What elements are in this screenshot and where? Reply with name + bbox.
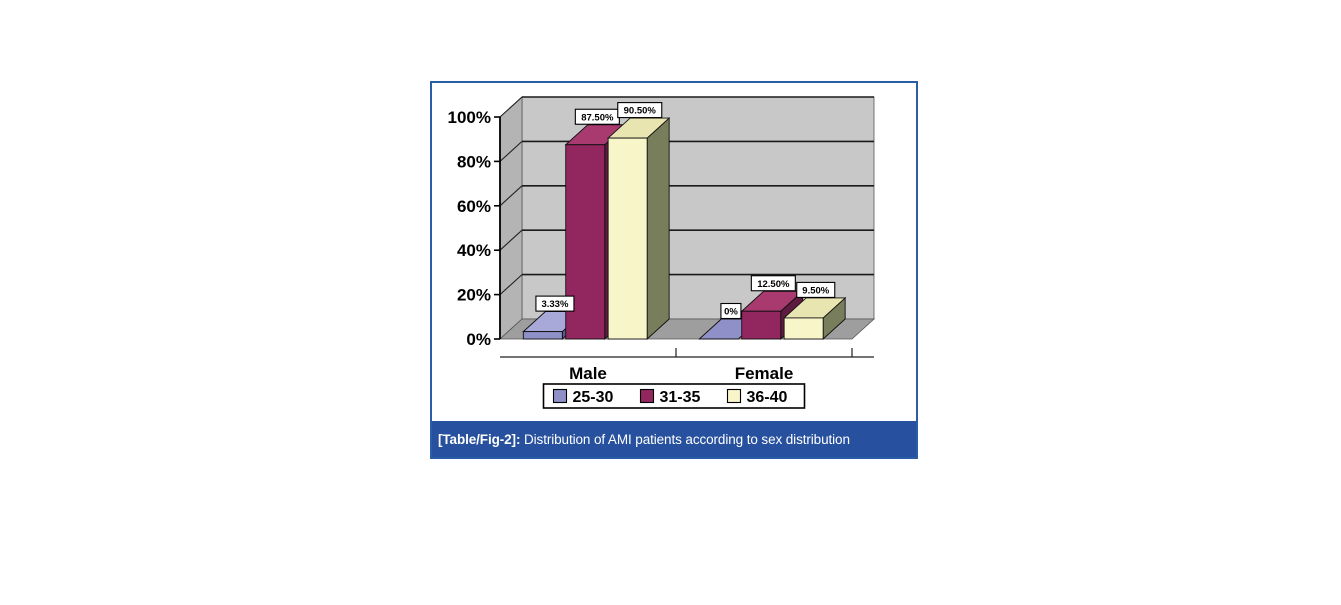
bar-side-face [646, 117, 670, 341]
legend-label-36-40: 36-40 [747, 389, 788, 406]
axis-depth-connector [499, 185, 523, 207]
y-axis-tick-label: 60% [457, 197, 491, 216]
axis-depth-connector [499, 229, 523, 251]
bar-chart-svg: 0% 20% 40% 60% 80% 100% Male Female 3.33% 87.50% 9… [448, 96, 876, 409]
axis-depth-connector [499, 96, 523, 118]
data-label-text: 12.50% [757, 279, 790, 290]
legend-label-31-35: 31-35 [660, 389, 701, 406]
figure-caption-label: [Table/Fig-2]: [438, 431, 521, 447]
data-label-box [720, 302, 742, 320]
legend-swatch-31-35 [639, 388, 655, 404]
axis-depth-connector [499, 274, 523, 296]
y-axis-tick-label: 0% [466, 330, 491, 349]
y-axis-tick-label: 100% [448, 108, 491, 127]
bar-male-36-40[interactable] [606, 117, 671, 341]
x-axis-category-label: Male [569, 364, 607, 383]
data-label-box [617, 102, 663, 119]
bar-front-face [522, 331, 563, 340]
y-axis-tick-label: 40% [457, 241, 491, 260]
figure-container: 0% 20% 40% 60% 80% 100% Male Female 3.33% 87.50% 9… [430, 81, 918, 459]
data-label-box [796, 281, 836, 298]
figure-caption-body: Distribution of AMI patients according t… [520, 431, 850, 447]
y-axis-tick-label: 20% [457, 286, 491, 305]
data-label-text: 9.50% [802, 285, 829, 296]
data-label-text: 3.33% [541, 299, 568, 310]
y-axis-tick-label: 80% [457, 152, 491, 171]
bar-front-face [741, 310, 782, 340]
data-label-text: 87.50% [581, 112, 614, 123]
figure-caption-bar: [Table/Fig-2]: Distribution of AMI patie… [432, 421, 916, 457]
axis-depth-connector [499, 140, 523, 162]
data-label-box [750, 275, 796, 292]
data-label-box [535, 295, 575, 312]
legend-swatch-36-40 [726, 388, 742, 404]
legend-label-25-30: 25-30 [573, 389, 614, 406]
figure-caption: [Table/Fig-2]: Distribution of AMI patie… [438, 432, 850, 447]
plot-left-wall [499, 96, 523, 340]
data-label-text: 0% [724, 307, 738, 318]
legend-swatch-25-30 [552, 388, 568, 404]
x-axis-category-label: Female [735, 364, 794, 383]
chart-plot-area: 0% 20% 40% 60% 80% 100% Male Female 3.33% 87.50% 9… [432, 83, 916, 423]
bar-front-face [783, 317, 824, 340]
data-label-text: 90.50% [624, 106, 657, 117]
bar-female-36-40[interactable] [782, 296, 847, 341]
bar-front-face [607, 137, 648, 340]
legend-box [542, 383, 806, 409]
